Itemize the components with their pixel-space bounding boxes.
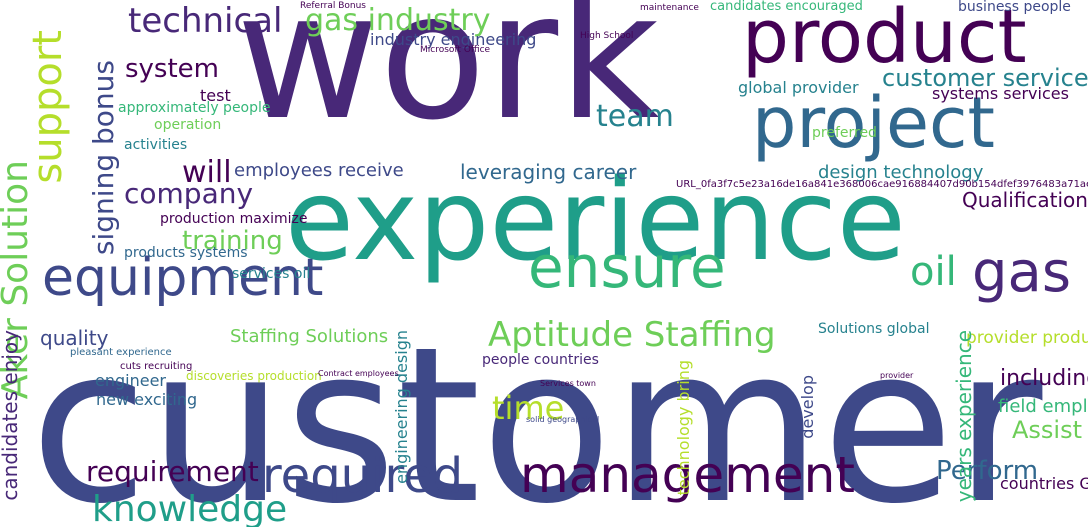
- word: oil: [910, 249, 957, 295]
- word: Services town: [540, 379, 596, 388]
- word: activities: [124, 137, 188, 153]
- word: including: [1000, 366, 1088, 391]
- word: approximately people: [118, 100, 271, 116]
- word: time: [492, 389, 565, 427]
- word: requirement: [86, 455, 259, 488]
- word: Microsoft Office: [420, 45, 491, 55]
- word: knowledge: [92, 489, 288, 527]
- word: customer service: [882, 64, 1088, 92]
- word: High School: [580, 31, 634, 41]
- word: systems services: [932, 84, 1069, 103]
- word: product: [742, 0, 1027, 80]
- word: maintenance: [640, 3, 699, 13]
- word: test: [200, 86, 231, 105]
- word: team: [596, 99, 674, 134]
- word: Aptitude Staffing: [488, 315, 776, 355]
- word: gas: [972, 240, 1072, 305]
- word: quality: [40, 326, 109, 350]
- word: leveraging career: [460, 160, 637, 184]
- word: production maximize: [160, 211, 308, 227]
- word: solid geographical: [526, 415, 600, 424]
- word: develop: [798, 375, 817, 439]
- word: Qualification: [962, 188, 1088, 212]
- word: people countries: [482, 352, 599, 368]
- word: preferred: [812, 125, 877, 141]
- word: management: [520, 446, 855, 504]
- word: industry engineering: [370, 30, 537, 49]
- word: design technology: [818, 162, 984, 183]
- word: global provider: [738, 78, 859, 97]
- word: experience: [285, 156, 906, 286]
- word: candidates enjoy: [0, 330, 22, 501]
- word: ensure: [528, 233, 726, 301]
- word: business people: [958, 0, 1071, 15]
- word: provider: [880, 371, 914, 380]
- word: Solutions global: [818, 321, 930, 337]
- word: gas industry: [305, 3, 491, 38]
- word: employees receive: [234, 160, 404, 181]
- word: discoveries production: [186, 369, 322, 383]
- word: technical: [128, 1, 283, 41]
- word: Assist: [1012, 416, 1083, 444]
- word: technology bring: [674, 360, 693, 496]
- word: URL_0fa3f7c5e23a16de16a841e368006cae9168…: [676, 179, 1088, 190]
- word: years experience: [952, 330, 976, 503]
- word: provider product: [966, 328, 1088, 348]
- word: new exciting: [96, 390, 198, 409]
- word: candidates encouraged: [710, 0, 863, 14]
- word: equipment: [42, 248, 324, 308]
- word: system: [125, 54, 219, 84]
- word: Contract employees: [318, 369, 399, 378]
- word: customer: [30, 300, 1043, 527]
- word: signing bonus: [87, 60, 120, 256]
- word: operation: [154, 117, 222, 133]
- word: pleasant experience: [70, 347, 172, 358]
- word: services oil: [232, 266, 311, 282]
- word: Referral Bonus: [300, 1, 366, 11]
- word: engineering design: [392, 330, 411, 484]
- word: Perform: [936, 456, 1039, 486]
- word: countries Go: [1000, 474, 1088, 493]
- word: company: [124, 177, 254, 210]
- word: field employ: [998, 396, 1088, 417]
- word: Staffing Solutions: [230, 326, 389, 347]
- word: engineer: [95, 371, 166, 390]
- word: work: [236, 0, 660, 159]
- word: required: [262, 448, 464, 504]
- word: will: [182, 155, 232, 190]
- word: training: [182, 226, 283, 256]
- word: products systems: [124, 245, 248, 261]
- word: cuts recruiting: [120, 361, 193, 372]
- word: project: [752, 82, 995, 164]
